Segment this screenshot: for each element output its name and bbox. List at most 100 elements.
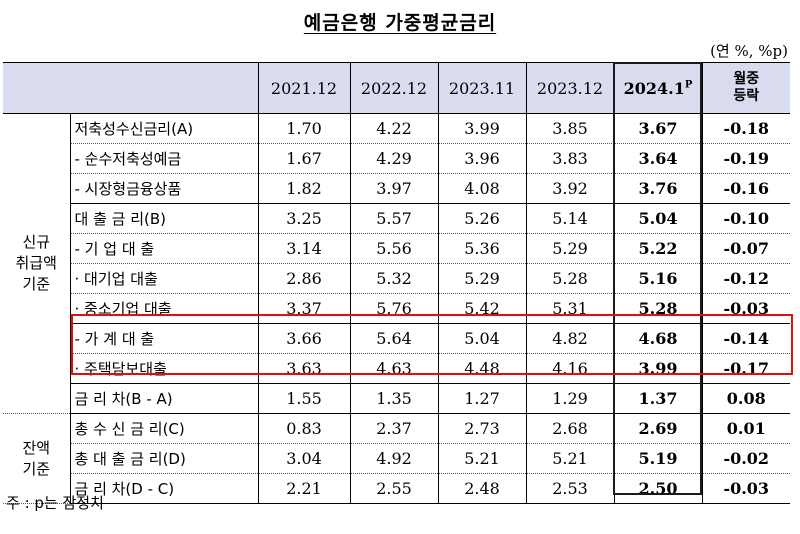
table-cell: 4.29 <box>349 143 438 174</box>
table-cell: -0.03 <box>701 473 790 504</box>
table-cell: 3.99 <box>437 113 526 144</box>
table-cell: 5.36 <box>437 233 526 264</box>
table-cell: 1.82 <box>257 173 350 204</box>
table-cell: 3.85 <box>525 113 614 144</box>
row-label: - 순수저축성예금 <box>69 143 258 174</box>
table-cell: 5.04 <box>437 323 526 354</box>
header-col-change: 월중 등락 <box>701 62 790 114</box>
table-cell: 5.22 <box>613 233 702 264</box>
header-blank <box>3 62 258 114</box>
row-label: - 기 업 대 출 <box>69 233 258 264</box>
table-row: · 중소기업 대출 3.37 5.76 5.42 5.31 5.28 -0.03 <box>3 293 790 324</box>
table-row: · 주택담보대출 3.63 4.63 4.48 4.16 3.99 -0.17 <box>3 353 790 384</box>
table-cell: 5.21 <box>525 443 614 474</box>
row-label: 대 출 금 리(B) <box>69 203 258 234</box>
table-cell: 3.14 <box>257 233 350 264</box>
table-cell: 4.08 <box>437 173 526 204</box>
row-label: 총 대 출 금 리(D) <box>69 443 258 474</box>
table-cell: 3.67 <box>613 113 702 144</box>
table-row: - 순수저축성예금 1.67 4.29 3.96 3.83 3.64 -0.19 <box>3 143 790 174</box>
table-cell: 3.76 <box>613 173 702 204</box>
table-row: 금 리 차(B - A) 1.55 1.35 1.27 1.29 1.37 0.08 <box>3 383 790 414</box>
table-cell: 3.63 <box>257 353 350 384</box>
table-row: - 시장형금융상품 1.82 3.97 4.08 3.92 3.76 -0.16 <box>3 173 790 204</box>
table-cell: 1.70 <box>257 113 350 144</box>
table-cell: -0.07 <box>701 233 790 264</box>
table-cell: -0.03 <box>701 293 790 324</box>
table-cell: 5.16 <box>613 263 702 294</box>
row-label: - 시장형금융상품 <box>69 173 258 204</box>
table-cell: 1.35 <box>349 383 438 414</box>
table-cell: 4.22 <box>349 113 438 144</box>
row-label: 저축성수신금리(A) <box>69 113 258 144</box>
table-cell: 2.69 <box>613 413 702 444</box>
table-cell: 0.08 <box>701 383 790 414</box>
table-cell: 5.56 <box>349 233 438 264</box>
table-cell: -0.19 <box>701 143 790 174</box>
table-cell: 0.01 <box>701 413 790 444</box>
table-row: 금 리 차(D - C) 2.21 2.55 2.48 2.53 2.50 -0.03 <box>3 473 790 504</box>
table-cell: 5.42 <box>437 293 526 324</box>
table-cell: 2.53 <box>525 473 614 504</box>
table-cell: 5.57 <box>349 203 438 234</box>
table-cell: 2.21 <box>257 473 350 504</box>
group-label-balance: 잔액 기준 <box>3 413 70 504</box>
table-cell: 4.48 <box>437 353 526 384</box>
table-cell: 2.86 <box>257 263 350 294</box>
table-cell: 3.83 <box>525 143 614 174</box>
table-cell: 3.97 <box>349 173 438 204</box>
row-label: · 주택담보대출 <box>69 353 258 384</box>
header-col: 2023.12 <box>525 62 614 114</box>
table-cell: 1.37 <box>613 383 702 414</box>
table-cell: -0.18 <box>701 113 790 144</box>
table-cell: 5.29 <box>525 233 614 264</box>
header-col: 2021.12 <box>257 62 350 114</box>
row-label: 총 수 신 금 리(C) <box>69 413 258 444</box>
rate-table: 2021.12 2022.12 2023.11 2023.12 2024.1P … <box>3 62 790 504</box>
table-cell: 3.37 <box>257 293 350 324</box>
table-cell: 2.73 <box>437 413 526 444</box>
header-col: 2022.12 <box>349 62 438 114</box>
table-cell: 3.99 <box>613 353 702 384</box>
table-cell: 3.64 <box>613 143 702 174</box>
table-cell: -0.17 <box>701 353 790 384</box>
row-label: · 대기업 대출 <box>69 263 258 294</box>
page-title: 예금은행 가중평균금리 <box>303 12 497 34</box>
table-cell: 4.16 <box>525 353 614 384</box>
footnote: 주 : p는 잠정치 <box>6 494 104 512</box>
table-cell: 1.67 <box>257 143 350 174</box>
table-cell: 5.26 <box>437 203 526 234</box>
table-cell: -0.02 <box>701 443 790 474</box>
table-cell: 4.68 <box>613 323 702 354</box>
table-cell: 2.68 <box>525 413 614 444</box>
table-row: 총 대 출 금 리(D) 3.04 4.92 5.21 5.21 5.19 -0.02 <box>3 443 790 474</box>
table-cell: 5.19 <box>613 443 702 474</box>
table-cell: -0.10 <box>701 203 790 234</box>
table-row: 신규 취급액 기준 저축성수신금리(A) 1.70 4.22 3.99 3.85 3.67 -0.… <box>3 113 790 414</box>
table-row: - 기 업 대 출 3.14 5.56 5.36 5.29 5.22 -0.07 <box>3 233 790 264</box>
table-cell: 1.55 <box>257 383 350 414</box>
table-cell: 2.48 <box>437 473 526 504</box>
table-cell: -0.14 <box>701 323 790 354</box>
table-cell: 1.27 <box>437 383 526 414</box>
table-cell: 4.92 <box>349 443 438 474</box>
table-cell: 3.04 <box>257 443 350 474</box>
table-cell: 5.21 <box>437 443 526 474</box>
table-row: 잔액 기준 총 수 신 금 리(C) 0.83 2.37 2.73 2.68 2.69 0.01 <box>3 413 790 504</box>
table-cell: 5.04 <box>613 203 702 234</box>
table-cell: 5.14 <box>525 203 614 234</box>
table-cell: -0.16 <box>701 173 790 204</box>
table-cell: 5.32 <box>349 263 438 294</box>
unit-label: (연 %, %p) <box>710 42 788 60</box>
row-label: - 가 계 대 출 <box>69 323 258 354</box>
row-label: · 중소기업 대출 <box>69 293 258 324</box>
table-cell: 0.83 <box>257 413 350 444</box>
table-cell: 2.37 <box>349 413 438 444</box>
table-cell: 1.29 <box>525 383 614 414</box>
table-row: - 가 계 대 출 3.66 5.64 5.04 4.82 4.68 -0.14 <box>3 323 790 354</box>
table-cell: 5.64 <box>349 323 438 354</box>
header-col: 2023.11 <box>437 62 526 114</box>
table-cell: 5.31 <box>525 293 614 324</box>
table-cell: 3.25 <box>257 203 350 234</box>
table-cell: 3.66 <box>257 323 350 354</box>
